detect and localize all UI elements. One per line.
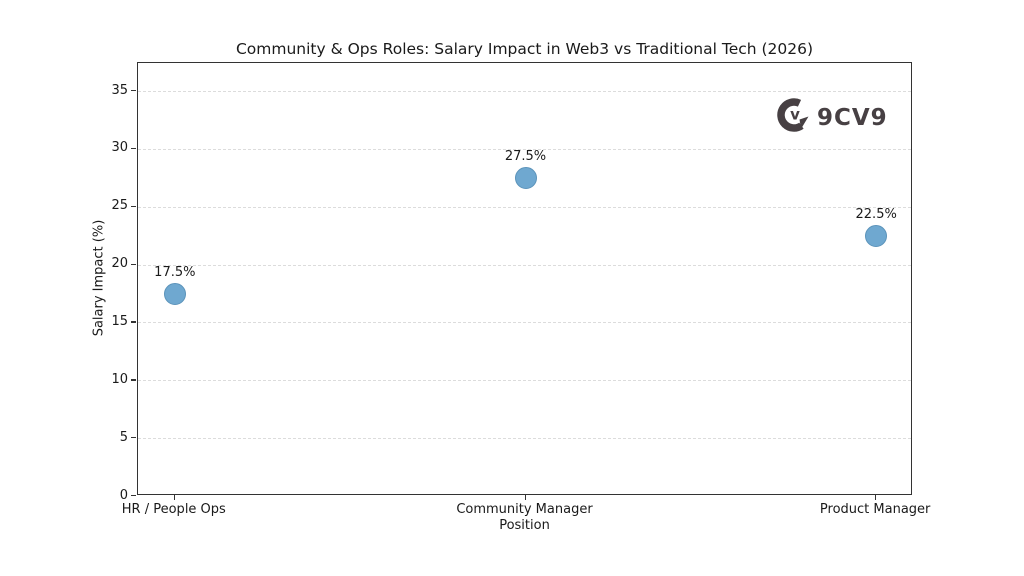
h-gridline [138, 148, 911, 150]
y-tick-label: 30 [111, 140, 128, 156]
x-tick-mark [875, 495, 877, 500]
x-tick-mark [173, 495, 176, 500]
y-tick-label: 20 [111, 256, 128, 272]
data-point [865, 224, 888, 247]
y-tick-mark [131, 147, 136, 150]
x-tick-label: HR / People Ops [121, 502, 226, 517]
y-tick-mark [131, 321, 136, 323]
chart-title: Community & Ops Roles: Salary Impact in … [235, 40, 814, 58]
data-point [514, 166, 537, 189]
plot-area: 17.5% 27.5% 22.5% [137, 62, 912, 495]
y-tick-label: 5 [119, 429, 128, 445]
y-tick-mark [131, 379, 136, 381]
h-gridline [138, 438, 911, 440]
y-tick-label: 25 [111, 198, 128, 214]
h-gridline [138, 206, 911, 208]
y-tick-mark [131, 495, 136, 497]
h-gridline [138, 91, 911, 92]
h-gridline [138, 264, 911, 266]
y-tick-mark [131, 90, 136, 92]
y-tick-label: 35 [111, 82, 128, 98]
h-gridline [138, 380, 911, 382]
watermark-logo: v 9CV9 [775, 96, 888, 136]
watermark-text: 9CV9 [817, 105, 888, 131]
data-point-label: 22.5% [855, 206, 897, 222]
y-tick-label: 10 [111, 371, 128, 387]
data-point-label: 27.5% [504, 148, 547, 164]
data-point [163, 282, 186, 305]
data-point-label: 17.5% [154, 264, 196, 280]
h-gridline [138, 322, 911, 324]
y-tick-mark [131, 263, 136, 265]
9cv9-logo-icon: v [777, 98, 809, 132]
svg-text:v: v [790, 106, 800, 124]
y-tick-label: 0 [119, 487, 128, 503]
x-tick-label: Community Manager [456, 502, 593, 517]
y-tick-mark [131, 205, 136, 207]
x-tick-label: Product Manager [819, 502, 931, 517]
x-axis-label: Position [499, 518, 550, 533]
x-tick-mark [524, 495, 526, 500]
y-tick-label: 15 [111, 313, 128, 329]
y-tick-mark [131, 437, 136, 439]
